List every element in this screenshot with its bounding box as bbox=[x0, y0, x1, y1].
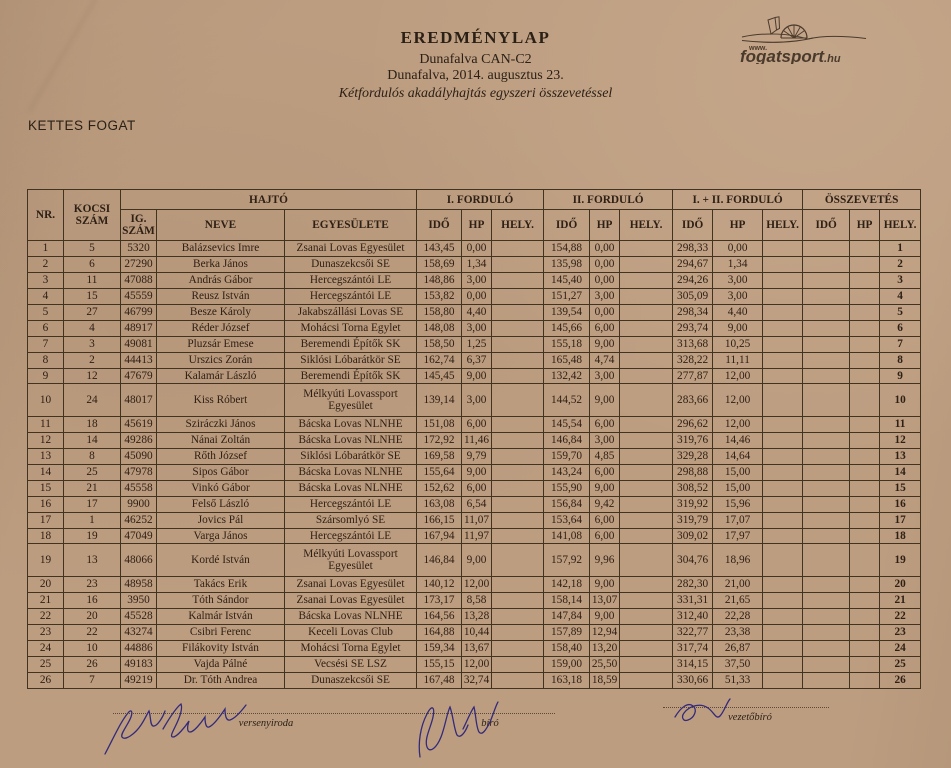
svg-text:fogatsport.hu: fogatsport.hu bbox=[740, 47, 841, 64]
